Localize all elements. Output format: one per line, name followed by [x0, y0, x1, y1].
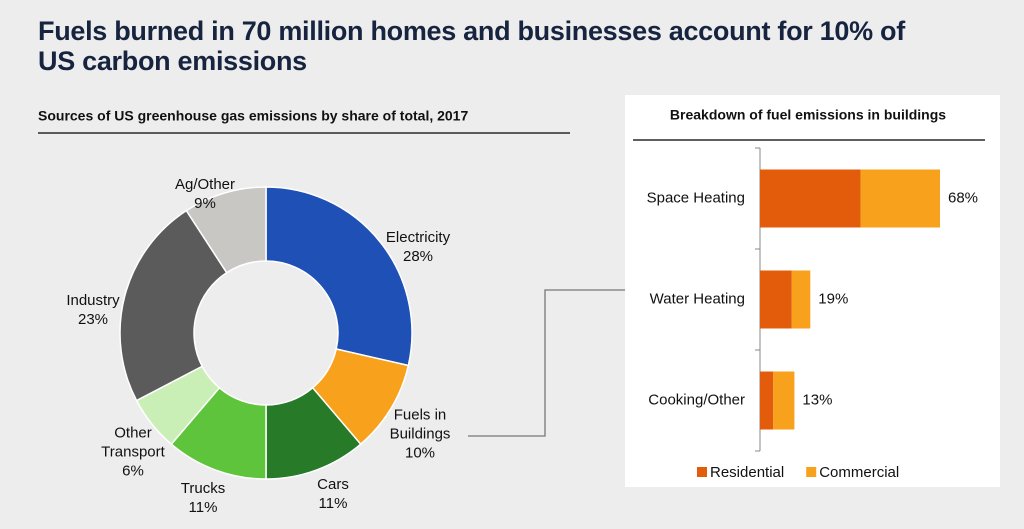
- value-label: 11%: [188, 499, 218, 516]
- slice-label: Electricity 28%: [386, 228, 450, 266]
- value-label: 6%: [122, 462, 144, 480]
- category-label: Electricity: [385, 229, 451, 246]
- value-label: 23%: [77, 311, 109, 328]
- slice-label: Fuels in Buildings 10%: [380, 406, 460, 463]
- bar-segment: [760, 371, 774, 430]
- slice-label: Industry 23%: [66, 291, 119, 329]
- bar-segment: [760, 270, 792, 329]
- total-label: 19%: [818, 290, 848, 307]
- value-label: 11%: [318, 495, 348, 512]
- slice-label: Ag/Other 9%: [175, 175, 235, 213]
- connector: [468, 289, 625, 437]
- bar-segment: [860, 169, 940, 228]
- category-label: Other Transport: [101, 424, 165, 461]
- value-label: 9%: [194, 195, 216, 212]
- donut-title: Sources of US greenhouse gas emissions b…: [38, 108, 468, 124]
- slice-label: Trucks 11%: [181, 479, 225, 517]
- donut-slice: [119, 209, 228, 402]
- legend-label: Residential: [710, 464, 784, 481]
- bar-segment: [773, 371, 795, 430]
- panel: [625, 95, 1000, 487]
- category-label: Fuels in Buildings: [389, 406, 451, 443]
- page-title: Fuels burned in 70 million homes and bus…: [38, 16, 905, 76]
- total-label: 13%: [802, 391, 832, 408]
- category-label: Cooking/Other: [648, 391, 745, 408]
- category-label: Industry: [66, 292, 120, 309]
- donut-slice: [265, 186, 413, 367]
- slice-label: Other Transport 6%: [94, 424, 172, 481]
- legend-swatch: [697, 467, 707, 477]
- bar-segment: [791, 270, 811, 329]
- category-label: Trucks: [180, 480, 226, 497]
- donut-slice: [185, 186, 267, 274]
- value-label: 10%: [404, 444, 436, 462]
- bar-title: Breakdown of fuel emissions in buildings: [670, 107, 946, 123]
- category-label: Ag/Other: [174, 176, 236, 193]
- category-label: Space Heating: [647, 189, 745, 206]
- bar-segment: [760, 169, 861, 228]
- total-label: 68%: [948, 189, 978, 206]
- legend-label: Commercial: [819, 464, 899, 481]
- value-label: 28%: [402, 248, 434, 265]
- category-label: Cars: [317, 476, 349, 493]
- category-label: Water Heating: [650, 290, 745, 307]
- slice-label: Cars 11%: [317, 475, 349, 513]
- legend-swatch: [806, 467, 817, 477]
